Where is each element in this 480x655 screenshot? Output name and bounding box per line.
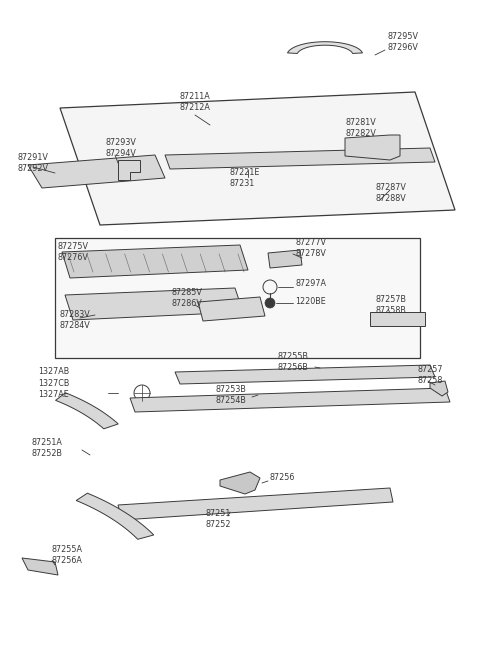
- Polygon shape: [345, 135, 400, 160]
- Text: 87257B
87258B: 87257B 87258B: [375, 295, 406, 316]
- Polygon shape: [60, 92, 455, 225]
- Text: 87253B
87254B: 87253B 87254B: [215, 384, 246, 405]
- Text: 87281V
87282V: 87281V 87282V: [345, 118, 376, 138]
- Text: 1220BE: 1220BE: [295, 297, 326, 307]
- Text: 87293V
87294V: 87293V 87294V: [105, 138, 136, 159]
- Text: 1327AB
1327CB
1327AE: 1327AB 1327CB 1327AE: [38, 367, 70, 400]
- Polygon shape: [118, 488, 393, 520]
- Polygon shape: [288, 42, 362, 54]
- Text: 87257
87258: 87257 87258: [418, 365, 444, 385]
- Circle shape: [265, 298, 275, 308]
- Text: 87211A
87212A: 87211A 87212A: [180, 92, 210, 113]
- Text: 87295V
87296V: 87295V 87296V: [387, 31, 418, 52]
- Text: 87277V
87278V: 87277V 87278V: [295, 238, 326, 259]
- Polygon shape: [220, 472, 260, 494]
- Text: 87287V
87288V: 87287V 87288V: [375, 183, 406, 204]
- Text: 87283V
87284V: 87283V 87284V: [60, 310, 91, 330]
- Polygon shape: [370, 312, 425, 326]
- Polygon shape: [62, 245, 248, 278]
- Polygon shape: [165, 148, 435, 169]
- Polygon shape: [130, 388, 450, 412]
- Text: 87251A
87252B: 87251A 87252B: [32, 438, 63, 458]
- Text: 87255A
87256A: 87255A 87256A: [52, 544, 83, 565]
- Text: 87251
87252: 87251 87252: [205, 508, 230, 529]
- Polygon shape: [198, 297, 265, 321]
- Text: 87275V
87276V: 87275V 87276V: [58, 242, 89, 263]
- Text: 87297A: 87297A: [295, 280, 326, 288]
- Text: 87255B
87256B: 87255B 87256B: [278, 352, 309, 373]
- Text: 87256: 87256: [270, 474, 295, 483]
- Text: 87285V
87286V: 87285V 87286V: [172, 288, 203, 309]
- Polygon shape: [22, 558, 58, 575]
- Text: 87291V
87292V: 87291V 87292V: [18, 153, 49, 174]
- Polygon shape: [28, 155, 165, 188]
- Text: 87221E
87231: 87221E 87231: [230, 168, 260, 189]
- Polygon shape: [430, 381, 448, 396]
- Polygon shape: [268, 250, 302, 268]
- Polygon shape: [76, 493, 154, 539]
- Polygon shape: [65, 288, 243, 320]
- Polygon shape: [56, 393, 118, 429]
- Polygon shape: [55, 238, 420, 358]
- Polygon shape: [175, 365, 435, 384]
- Polygon shape: [118, 160, 140, 180]
